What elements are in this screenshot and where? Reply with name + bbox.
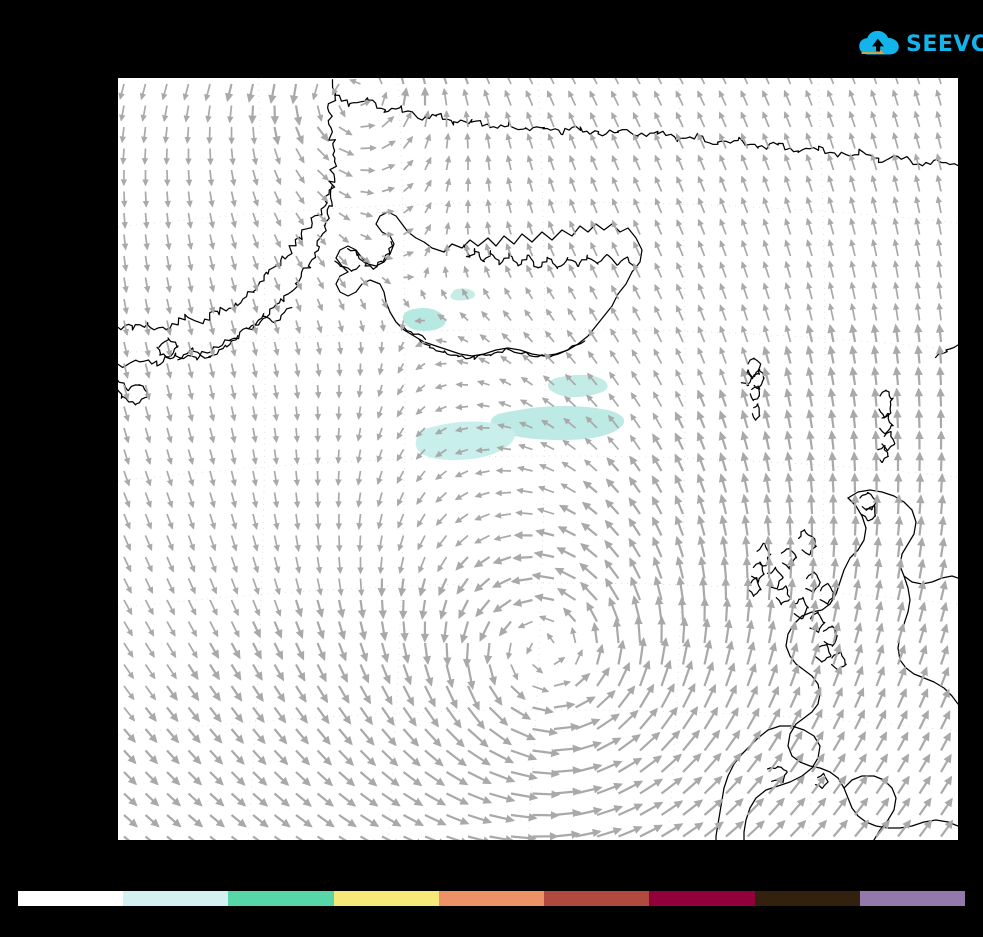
colorbar-segment-8[interactable] [859,891,965,906]
colorbar-segment-5[interactable] [544,891,650,906]
colorbar-segment-3[interactable] [333,891,439,906]
colorbar-segment-7[interactable] [754,891,860,906]
colorbar-segment-0[interactable] [18,891,124,906]
colorbar-segment-4[interactable] [438,891,545,906]
coastlines [118,79,958,840]
wind-vector-map [118,78,958,840]
seevccc-logo: SEEVCCC [858,28,983,62]
wind-arrows [118,78,954,840]
colorbar-segment-1[interactable] [123,891,229,906]
colorbar-segment-2[interactable] [228,891,334,906]
weather-map-panel[interactable] [118,78,958,840]
logo-wordmark: SEEVCCC [906,32,983,57]
precipitation-colorbar[interactable] [18,891,965,906]
graticule-gridlines [118,78,958,840]
cloud-icon [858,30,902,60]
colorbar-segment-6[interactable] [649,891,755,906]
